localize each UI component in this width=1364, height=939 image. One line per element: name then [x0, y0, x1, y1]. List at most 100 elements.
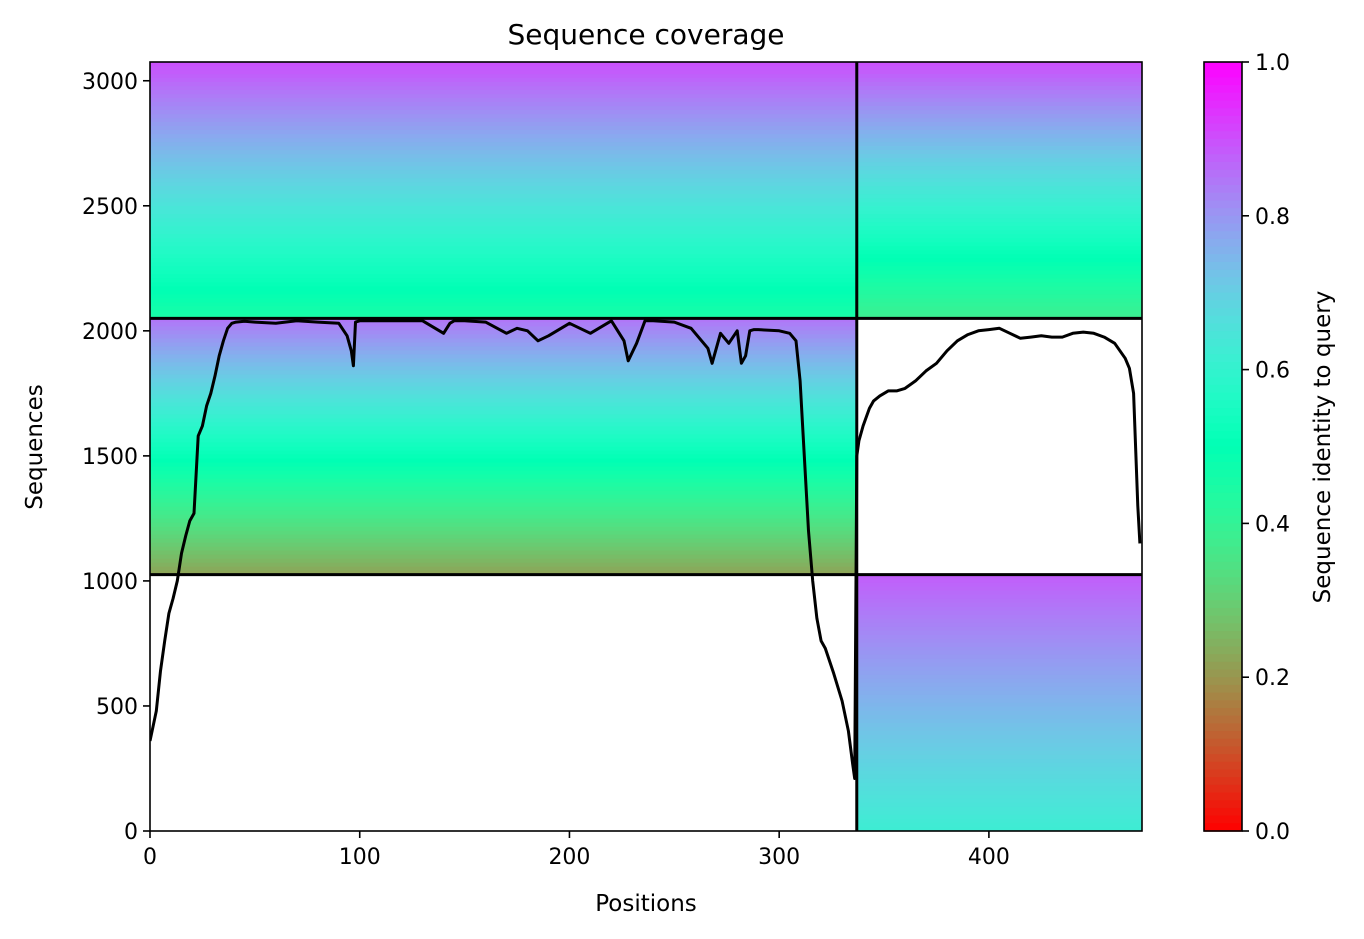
heatmap-band [856, 794, 1142, 800]
heatmap-band [150, 554, 857, 560]
colorbar-segment [1204, 769, 1242, 778]
colorbar-segment [1204, 792, 1242, 801]
heatmap-band [856, 142, 1142, 147]
heatmap-band [856, 230, 1142, 235]
colorbar-segment [1204, 292, 1242, 302]
heatmap-band [856, 706, 1142, 712]
colorbar-segment [1204, 384, 1242, 394]
heatmap-band [150, 62, 857, 67]
heatmap-band [856, 82, 1142, 87]
heatmap-band [150, 166, 857, 171]
heatmap-band [856, 662, 1142, 668]
heatmap-band [150, 94, 857, 99]
colorbar-segment [1204, 77, 1242, 86]
heatmap-band [150, 382, 857, 388]
colorbar-segment [1204, 177, 1242, 186]
heatmap-band [150, 218, 857, 223]
heatmap-band [150, 562, 857, 568]
colorbar-segment [1204, 277, 1242, 286]
heatmap-band [150, 306, 857, 312]
heatmap-band [856, 190, 1142, 195]
colorbar-segment [1204, 108, 1242, 117]
heatmap-band [856, 678, 1142, 684]
heatmap-band [856, 150, 1142, 155]
heatmap-band [150, 178, 857, 183]
heatmap-band [150, 390, 857, 396]
heatmap-band [856, 202, 1142, 207]
heatmap-band [856, 170, 1142, 175]
heatmap-band [150, 90, 857, 95]
heatmap-band [856, 186, 1142, 191]
heatmap-band [856, 826, 1142, 831]
heatmap-band [856, 762, 1142, 768]
x-axis-label: Positions [595, 891, 697, 917]
heatmap-band [856, 86, 1142, 91]
heatmap-band [856, 302, 1142, 308]
heatmap-band [150, 546, 857, 552]
colorbar-segment [1204, 477, 1242, 486]
colorbar-segment [1204, 369, 1242, 378]
colorbar-segment [1204, 361, 1242, 371]
colorbar-segment [1204, 508, 1242, 517]
colorbar-segment [1204, 615, 1242, 625]
heatmap-band [150, 202, 857, 207]
heatmap-band [856, 194, 1142, 199]
heatmap-band [150, 542, 857, 548]
colorbar-segment [1204, 554, 1242, 563]
heatmap-band [856, 586, 1142, 592]
heatmap-band [856, 590, 1142, 596]
colorbar-segment [1204, 315, 1242, 325]
colorbar-segment [1204, 492, 1242, 502]
y-axis-label: Sequences [22, 384, 48, 509]
heatmap-band [150, 278, 857, 283]
heatmap-band [856, 614, 1142, 620]
colorbar-segment [1204, 723, 1242, 732]
x-tick-label: 300 [758, 845, 800, 870]
colorbar-tick-label: 1.0 [1255, 51, 1290, 76]
heatmap-band [150, 394, 857, 400]
block-boundaries [150, 62, 1142, 831]
heatmap-band [856, 178, 1142, 183]
heatmap-band [150, 378, 857, 384]
x-tick-label: 100 [339, 845, 381, 870]
heatmap-band [150, 434, 857, 440]
heatmap-band [856, 786, 1142, 792]
heatmap-band [150, 86, 857, 91]
heatmap-band [150, 350, 857, 356]
heatmap-band [150, 66, 857, 71]
heatmap-block-3 [150, 318, 857, 576]
heatmap-band [856, 278, 1142, 283]
heatmap-band [150, 122, 857, 127]
colorbar-segment [1204, 131, 1242, 140]
heatmap-band [856, 770, 1142, 776]
heatmap-band [150, 286, 857, 291]
heatmap-band [856, 630, 1142, 636]
colorbar-segment [1204, 515, 1242, 525]
heatmap-band [150, 362, 857, 368]
heatmap-band [150, 262, 857, 267]
heatmap-band [150, 190, 857, 195]
heatmap-band [856, 822, 1142, 828]
colorbar-segment [1204, 484, 1242, 494]
colorbar-segment [1204, 246, 1242, 255]
heatmap-band [150, 274, 857, 279]
colorbar-segment [1204, 261, 1242, 271]
heatmap-band [856, 246, 1142, 251]
heatmap-band [856, 814, 1142, 820]
heatmap-band [150, 506, 857, 512]
heatmap-band [150, 414, 857, 420]
colorbar-tick-label: 0.4 [1255, 512, 1290, 537]
heatmap-band [150, 526, 857, 532]
colorbar-segment [1204, 623, 1242, 632]
heatmap-band [150, 418, 857, 424]
colorbar-tick-label: 0.8 [1255, 205, 1290, 230]
heatmap-band [856, 98, 1142, 103]
colorbar-segment [1204, 115, 1242, 125]
heatmap-band [856, 702, 1142, 708]
heatmap-band [856, 578, 1142, 584]
colorbar-segment [1204, 215, 1242, 225]
heatmap-band [856, 750, 1142, 756]
heatmap-band [856, 582, 1142, 588]
heatmap-band [150, 558, 857, 564]
heatmap-band [856, 90, 1142, 95]
